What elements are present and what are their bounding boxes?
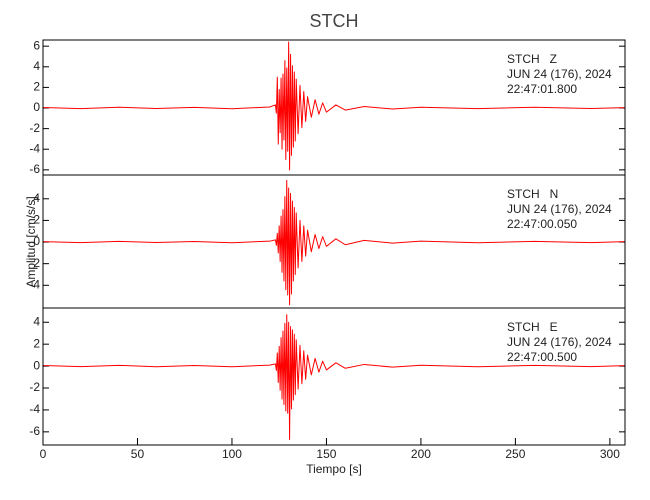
y-tick-label: 2 bbox=[33, 336, 40, 350]
annotation: STCH N bbox=[507, 187, 558, 201]
x-tick-label: 50 bbox=[131, 447, 145, 461]
x-tick-label: 200 bbox=[411, 447, 431, 461]
y-tick-label: 6 bbox=[33, 38, 40, 52]
annotation: 22:47:00.050 bbox=[507, 217, 577, 231]
waveform bbox=[43, 41, 625, 171]
annotation: 22:47:00.500 bbox=[507, 350, 577, 364]
y-tick-label: -6 bbox=[29, 162, 40, 176]
waveform bbox=[43, 314, 625, 441]
y-tick-label: -2 bbox=[29, 256, 40, 270]
annotation: STCH E bbox=[507, 320, 558, 334]
y-tick-label: 4 bbox=[33, 314, 40, 328]
x-tick-label: 300 bbox=[600, 447, 620, 461]
y-tick-label: -2 bbox=[29, 380, 40, 394]
x-axis-label: Tiempo [s] bbox=[306, 462, 362, 476]
y-tick-label: 0 bbox=[33, 234, 40, 248]
annotation: 22:47:01.800 bbox=[507, 82, 577, 96]
x-tick-label: 100 bbox=[222, 447, 242, 461]
y-tick-label: -6 bbox=[29, 424, 40, 438]
x-tick-label: 0 bbox=[40, 447, 47, 461]
annotation: STCH Z bbox=[507, 52, 557, 66]
chart-title: STCH bbox=[310, 11, 359, 31]
y-tick-label: 0 bbox=[33, 358, 40, 372]
y-tick-label: 4 bbox=[33, 191, 40, 205]
y-tick-label: 2 bbox=[33, 80, 40, 94]
y-tick-label: 2 bbox=[33, 213, 40, 227]
annotation: JUN 24 (176), 2024 bbox=[507, 67, 612, 81]
y-tick-label: -4 bbox=[29, 402, 40, 416]
y-tick-label: 0 bbox=[33, 100, 40, 114]
y-tick-label: -4 bbox=[29, 277, 40, 291]
waveform bbox=[43, 179, 625, 306]
y-tick-label: -2 bbox=[29, 121, 40, 135]
y-axis-label: Amplitud [cm/s/s] bbox=[24, 196, 38, 287]
panel-frame bbox=[42, 307, 626, 446]
y-tick-label: 4 bbox=[33, 59, 40, 73]
x-tick-label: 250 bbox=[505, 447, 525, 461]
x-tick-label: 150 bbox=[316, 447, 336, 461]
y-tick-label: -4 bbox=[29, 141, 40, 155]
annotation: JUN 24 (176), 2024 bbox=[507, 202, 612, 216]
annotation: JUN 24 (176), 2024 bbox=[507, 335, 612, 349]
